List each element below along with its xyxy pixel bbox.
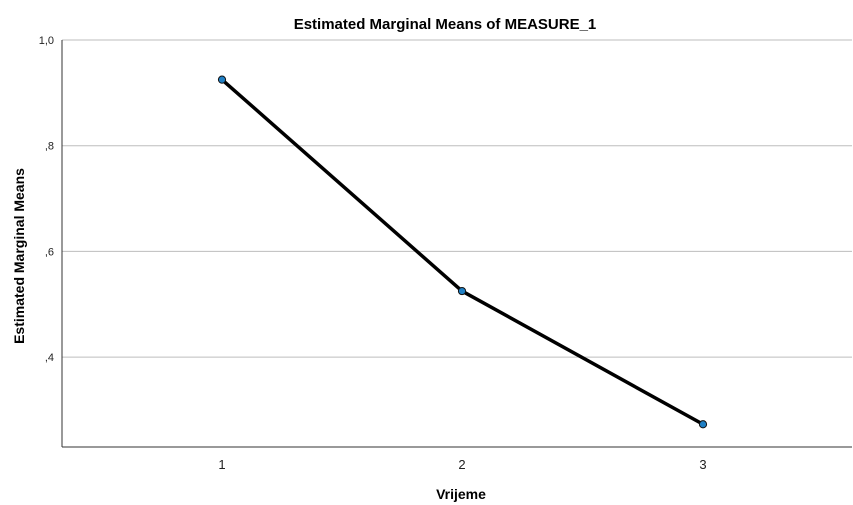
chart-title: Estimated Marginal Means of MEASURE_1 [294,16,597,33]
data-point [217,75,227,84]
data-point [698,420,708,429]
y-tick-label: ,6 [45,246,54,258]
y-tick-label: ,4 [45,352,54,364]
y-axis-title: Estimated Marginal Means [11,168,27,344]
series-group [217,75,708,429]
y-tick-label: ,8 [45,141,54,153]
x-axis-title: Vrijeme [436,486,486,502]
x-tick-label: 3 [699,457,706,472]
y-tick-labels: 1,0 ,8 ,6 ,4 [39,35,54,364]
axes [61,40,852,448]
x-tick-label: 1 [218,457,225,472]
x-tick-labels: 1 2 3 [218,457,706,472]
gridlines [62,39,852,358]
data-point [457,286,467,296]
x-tick-label: 2 [458,457,465,472]
series-line [220,78,704,426]
y-tick-label: 1,0 [39,35,54,47]
